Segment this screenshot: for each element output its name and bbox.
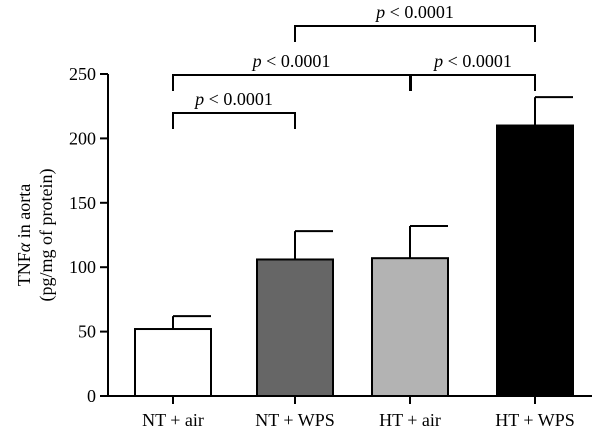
x-tick-label-0: NT + air	[142, 410, 204, 430]
y-tick-label-0: 0	[87, 386, 96, 406]
axes: 0 50 100 150 200 250 NT + air NT + WPS HT + air H…	[69, 64, 592, 430]
y-tick-label-50: 50	[78, 322, 96, 342]
bar-1	[256, 258, 334, 397]
significance-p-symbol-3: p	[374, 2, 385, 22]
significance-label-2: p < 0.0001	[432, 51, 512, 71]
y-axis-label-line-1: TNFα in aorta	[14, 184, 34, 286]
significance-label-3: p < 0.0001	[374, 2, 454, 22]
bars	[134, 124, 574, 398]
significance-p-value-3: < 0.0001	[385, 2, 454, 22]
significance-p-symbol-2: p	[432, 51, 443, 71]
significance-p-value-2: < 0.0001	[443, 51, 512, 71]
axis-labels: TNFα in aorta (pg/mg of protein)	[14, 169, 57, 302]
error-bars	[172, 96, 573, 330]
significance-p-value-0: < 0.0001	[204, 89, 273, 109]
bar-3	[496, 124, 574, 398]
y-axis-label-suffix: in aorta	[14, 184, 34, 243]
significance-label-1: p < 0.0001	[251, 51, 331, 71]
x-tick-label-2: HT + air	[379, 410, 441, 430]
significance-label-0: p < 0.0001	[193, 89, 273, 109]
bar-0	[134, 328, 212, 397]
significance-p-symbol-0: p	[193, 89, 204, 109]
significance-bracket-0	[172, 112, 296, 129]
significance-bracket-3	[294, 25, 536, 42]
significance-p-symbol-1: p	[251, 51, 262, 71]
y-axis-label-prefix: TNF	[14, 252, 34, 286]
significance-p-value-1: < 0.0001	[262, 51, 331, 71]
x-tick-label-3: HT + WPS	[495, 410, 575, 430]
bar-2	[371, 257, 449, 397]
significance-bracket-2	[410, 74, 536, 91]
y-tick-label-250: 250	[69, 64, 96, 84]
y-axis-label-greek: α	[14, 242, 34, 252]
x-tick-label-1: NT + WPS	[255, 410, 335, 430]
y-tick-label-200: 200	[69, 128, 96, 148]
y-axis-label-line-2: (pg/mg of protein)	[36, 169, 57, 302]
y-tick-label-100: 100	[69, 257, 96, 277]
y-tick-label-150: 150	[69, 193, 96, 213]
